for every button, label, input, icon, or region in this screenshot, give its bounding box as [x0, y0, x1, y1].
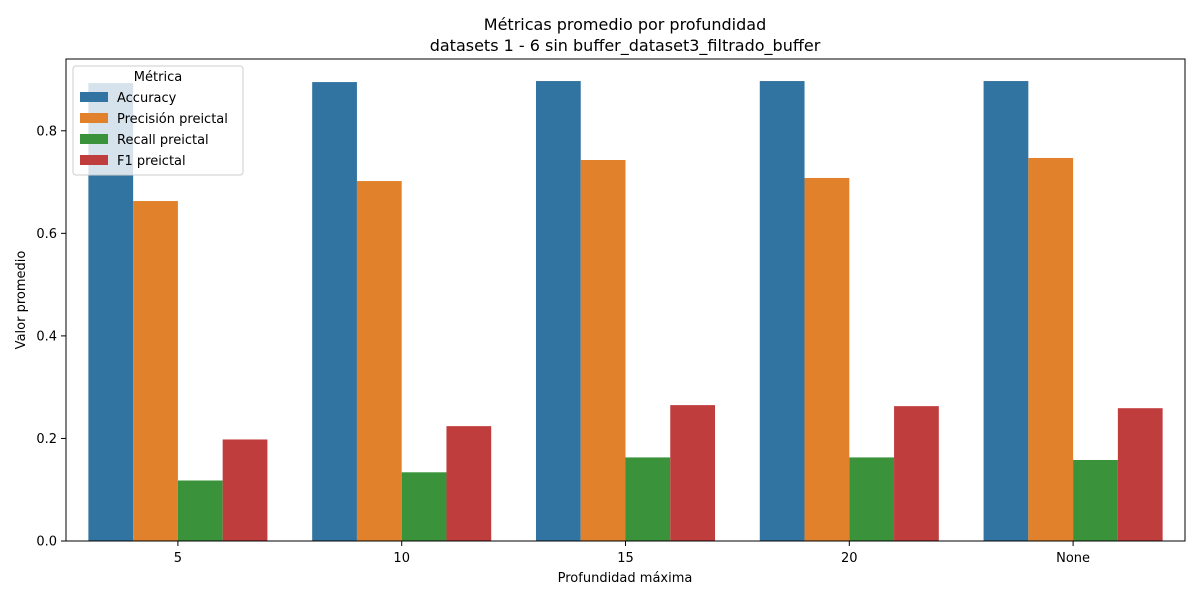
x-axis-label: Profundidad máxima: [558, 571, 693, 586]
x-tick-label: 10: [393, 551, 410, 566]
legend-box: [72, 65, 244, 176]
bar: [670, 405, 716, 541]
bar: [1117, 408, 1163, 541]
legend-label: Recall preictal: [117, 133, 209, 148]
bar: [401, 472, 447, 541]
bar: [894, 406, 939, 541]
bar: [804, 177, 850, 541]
bar: [312, 82, 357, 542]
y-tick-label: 0.0: [36, 535, 57, 550]
y-axis: 0.0 0.2 0.4 0.6 0.8: [36, 124, 66, 550]
bar: [535, 81, 581, 541]
bar: [446, 426, 492, 541]
legend-label: F1 preictal: [117, 154, 186, 169]
y-tick-label: 0.6: [36, 227, 57, 242]
bar: [222, 439, 268, 541]
legend-label: Accuracy: [117, 91, 177, 106]
legend-title: Métrica: [134, 70, 182, 85]
legend-swatch: [80, 134, 108, 144]
legend-swatch: [80, 155, 108, 165]
y-axis-label: Valor promedio: [14, 251, 29, 350]
bar: [1028, 157, 1074, 541]
legend-label: Precisión preictal: [117, 112, 228, 127]
x-tick-label: 15: [617, 551, 634, 566]
y-tick-label: 0.2: [36, 432, 57, 447]
y-tick-label: 0.4: [36, 329, 57, 344]
x-tick-label: None: [1056, 551, 1090, 566]
bar: [849, 457, 895, 541]
legend: Métrica Accuracy Precisión preictal Recall…: [72, 65, 244, 176]
x-tick-label: 5: [174, 551, 182, 566]
legend-swatch: [80, 113, 108, 123]
x-axis: 5 10 15 20 None: [174, 541, 1090, 566]
bar: [580, 160, 626, 541]
y-tick-label: 0.8: [36, 124, 57, 139]
chart-subtitle: datasets 1 - 6 sin buffer_dataset3_filtr…: [430, 36, 821, 56]
plot-frame: [65, 58, 1186, 542]
bar: [1073, 459, 1118, 541]
bar: [983, 81, 1029, 541]
chart-title: Métricas promedio por profundidad: [484, 15, 766, 34]
legend-items: Accuracy Precisión preictal Recall preicta…: [80, 91, 228, 169]
bars-group: [88, 81, 1163, 542]
bar: [356, 181, 402, 541]
bar: [759, 81, 805, 541]
bar: [177, 480, 223, 541]
x-tick-label: 20: [841, 551, 858, 566]
bar: [133, 201, 178, 541]
legend-swatch: [80, 92, 108, 102]
bar: [625, 457, 671, 541]
